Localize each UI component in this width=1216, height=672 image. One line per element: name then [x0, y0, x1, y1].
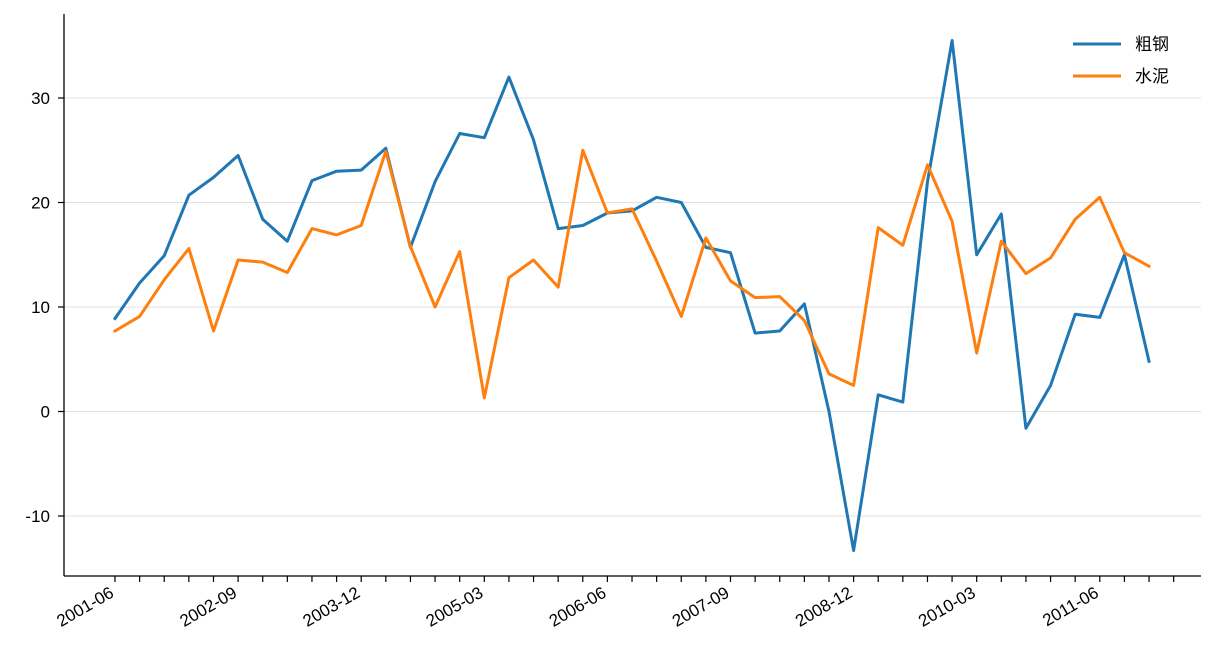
x-tick-label: 2011-06 — [1039, 583, 1101, 630]
x-tick-label: 2002-09 — [177, 583, 241, 631]
legend-label-1: 水泥 — [1135, 67, 1169, 87]
x-tick-label: 2001-06 — [53, 583, 117, 631]
x-tick-label: 2010-03 — [915, 583, 979, 631]
series-lines — [112, 39, 1152, 552]
x-axis-ticks: 2001-06 2002-09 2003-12 2005-03 2006-06 2007-… — [53, 576, 1175, 631]
series-line-1 — [112, 148, 1152, 400]
legend-label-0: 粗钢 — [1135, 35, 1169, 55]
y-tick-label: 0 — [41, 403, 50, 422]
y-tick-label: 30 — [31, 89, 50, 108]
y-tick-label: 10 — [31, 298, 50, 317]
x-tick-label: 2007-09 — [669, 583, 733, 631]
series-line-0 — [112, 39, 1151, 552]
x-tick-label: 2003-12 — [300, 583, 364, 631]
x-tick-label: 2005-03 — [423, 583, 487, 631]
x-tick-label: 2008-12 — [792, 583, 856, 631]
x-tick-label: 2006-06 — [546, 583, 610, 631]
y-tick-label: 20 — [31, 194, 50, 213]
y-tick-label: -10 — [25, 507, 50, 526]
grid-lines — [64, 97, 1201, 517]
y-axis-ticks: -10 0 10 20 30 — [25, 89, 64, 526]
